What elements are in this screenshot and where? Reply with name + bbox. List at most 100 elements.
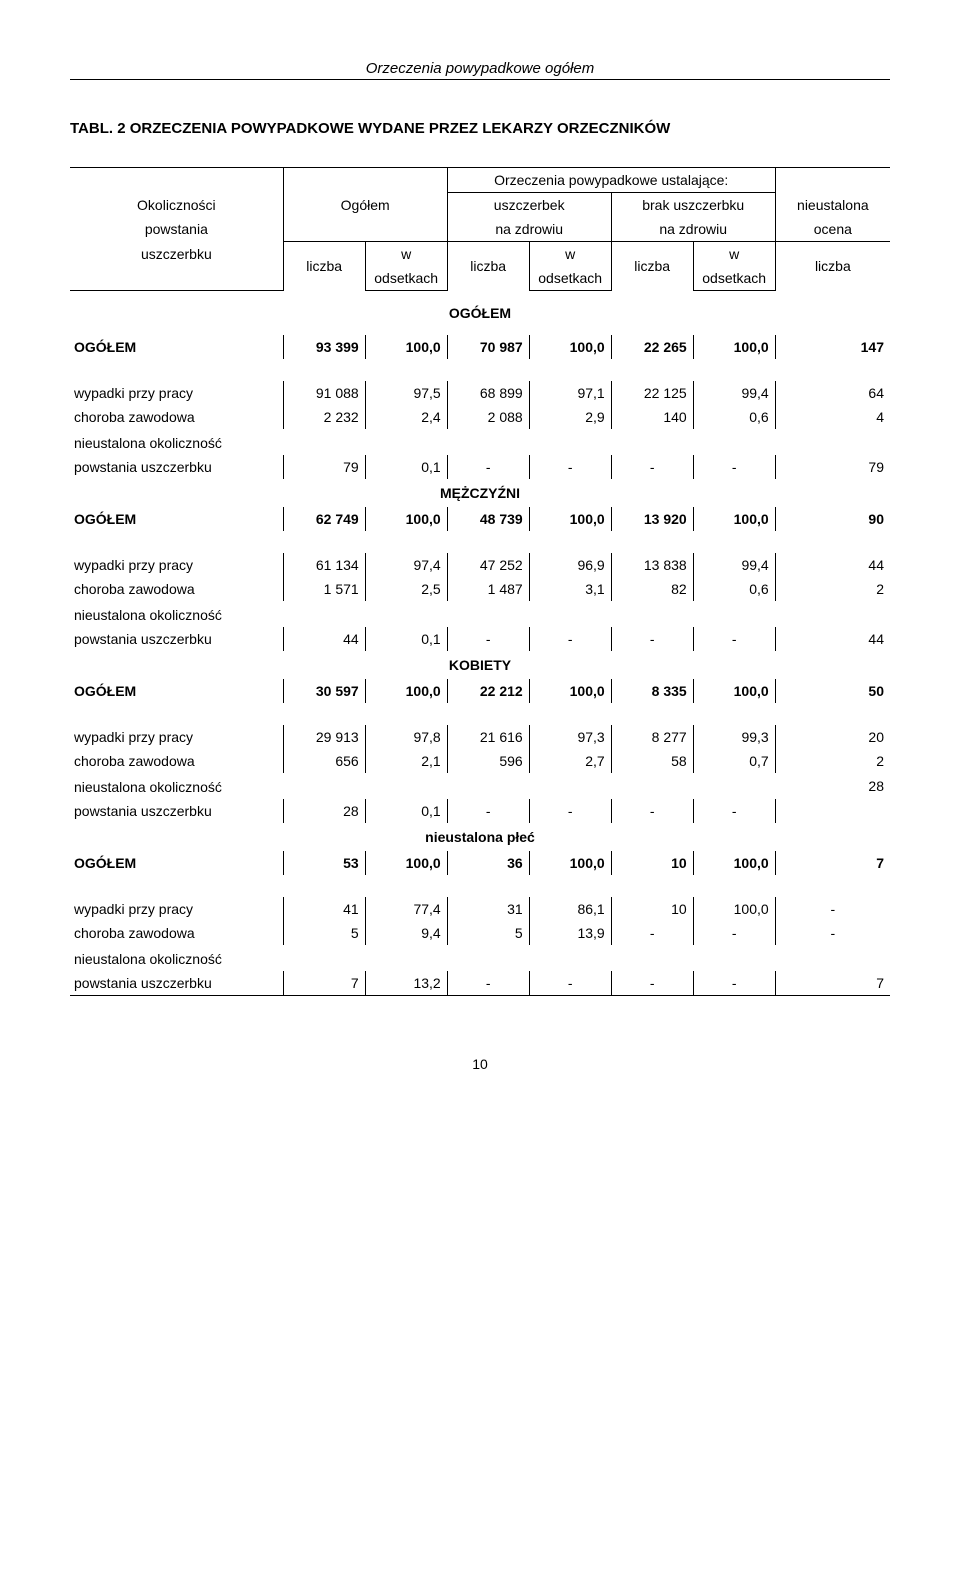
head-ods-1: odsetkach [365, 266, 447, 291]
cell: 100,0 [529, 679, 611, 703]
cell: 5 [447, 921, 529, 945]
head-nieustalona: nieustalona [775, 193, 890, 218]
cell: - [447, 455, 529, 479]
cell: - [775, 897, 890, 921]
cell: 5 [283, 921, 365, 945]
cell: 96,9 [529, 553, 611, 577]
cell: 22 125 [611, 381, 693, 405]
cell: 2 232 [283, 405, 365, 429]
cell: 21 616 [447, 725, 529, 749]
row-label: choroba zawodowa [70, 405, 283, 429]
row-label: choroba zawodowa [70, 577, 283, 601]
head-orzeczenia: Orzeczenia powypadkowe ustalające: [447, 168, 775, 193]
cell: 100,0 [693, 507, 775, 531]
cell: - [611, 455, 693, 479]
head-liczba-4: liczba [775, 242, 890, 291]
row-label: nieustalona okoliczność [70, 773, 283, 799]
cell: 8 335 [611, 679, 693, 703]
head-okol-l3: uszczerbku [70, 242, 283, 267]
cell: 3,1 [529, 577, 611, 601]
cell: 596 [447, 749, 529, 773]
cell: - [447, 799, 529, 823]
row-label: powstania uszczerbku [70, 627, 283, 651]
cell: - [529, 971, 611, 996]
cell: 7 [775, 851, 890, 875]
cell: - [611, 627, 693, 651]
page-header: Orzeczenia powypadkowe ogółem [70, 60, 890, 80]
row-label: wypadki przy pracy [70, 553, 283, 577]
cell: 13 920 [611, 507, 693, 531]
cell: 0,6 [693, 405, 775, 429]
head-okol-l1: Okoliczności [70, 193, 283, 218]
head-ogolem: Ogółem [283, 193, 447, 218]
cell: 82 [611, 577, 693, 601]
cell: - [693, 921, 775, 945]
cell: 100,0 [365, 851, 447, 875]
cell: 22 212 [447, 679, 529, 703]
cell: 28 [283, 799, 365, 823]
cell: 36 [447, 851, 529, 875]
cell: 28 [775, 773, 890, 799]
cell: 20 [775, 725, 890, 749]
row-label: OGÓŁEM [70, 679, 283, 703]
table-title: TABL. 2 ORZECZENIA POWYPADKOWE WYDANE PR… [70, 120, 890, 137]
cell: 9,4 [365, 921, 447, 945]
head-w-1: w [365, 242, 447, 267]
cell: - [775, 921, 890, 945]
cell: 100,0 [529, 851, 611, 875]
row-label: powstania uszczerbku [70, 799, 283, 823]
cell: 79 [283, 455, 365, 479]
head-w-3: w [693, 242, 775, 267]
cell: 99,4 [693, 381, 775, 405]
cell: 2,9 [529, 405, 611, 429]
cell: 13,2 [365, 971, 447, 996]
row-label: OGÓŁEM [70, 507, 283, 531]
cell: 100,0 [693, 851, 775, 875]
cell: 2,7 [529, 749, 611, 773]
row-ogolem-total-label: OGÓŁEM [70, 335, 283, 359]
row-label: wypadki przy pracy [70, 725, 283, 749]
cell: 62 749 [283, 507, 365, 531]
cell: 7 [775, 971, 890, 996]
cell: - [611, 921, 693, 945]
cell: 97,5 [365, 381, 447, 405]
cell: - [529, 627, 611, 651]
cell: - [693, 971, 775, 996]
row-label: wypadki przy pracy [70, 897, 283, 921]
cell: 2 [775, 577, 890, 601]
cell: 0,6 [693, 577, 775, 601]
cell: 2 088 [447, 405, 529, 429]
head-ods-2: odsetkach [529, 266, 611, 291]
cell: 10 [611, 897, 693, 921]
cell: 77,4 [365, 897, 447, 921]
cell: 140 [611, 405, 693, 429]
cell: 1 487 [447, 577, 529, 601]
head-nazdrowiu2: na zdrowiu [611, 217, 775, 242]
page-number: 10 [70, 1056, 890, 1072]
cell: 29 913 [283, 725, 365, 749]
cell: 79 [775, 455, 890, 479]
cell: 2 [775, 749, 890, 773]
cell: 100,0 [529, 507, 611, 531]
head-brak: brak uszczerbku [611, 193, 775, 218]
cell: 90 [775, 507, 890, 531]
cell: 147 [775, 335, 890, 359]
head-liczba-1: liczba [283, 242, 365, 291]
section-ogolem: OGÓŁEM [70, 291, 890, 336]
cell: 4 [775, 405, 890, 429]
cell: 0,7 [693, 749, 775, 773]
cell: 91 088 [283, 381, 365, 405]
cell: 97,1 [529, 381, 611, 405]
cell: 100,0 [693, 897, 775, 921]
cell: - [693, 627, 775, 651]
cell: 44 [283, 627, 365, 651]
cell: - [611, 971, 693, 996]
head-ods-3: odsetkach [693, 266, 775, 291]
row-label: choroba zawodowa [70, 749, 283, 773]
cell: 13,9 [529, 921, 611, 945]
cell: - [529, 799, 611, 823]
data-table: Orzeczenia powypadkowe ustalające: Okoli… [70, 167, 890, 996]
cell: 2,1 [365, 749, 447, 773]
cell: 99,4 [693, 553, 775, 577]
row-label: nieustalona okoliczność [70, 601, 283, 627]
